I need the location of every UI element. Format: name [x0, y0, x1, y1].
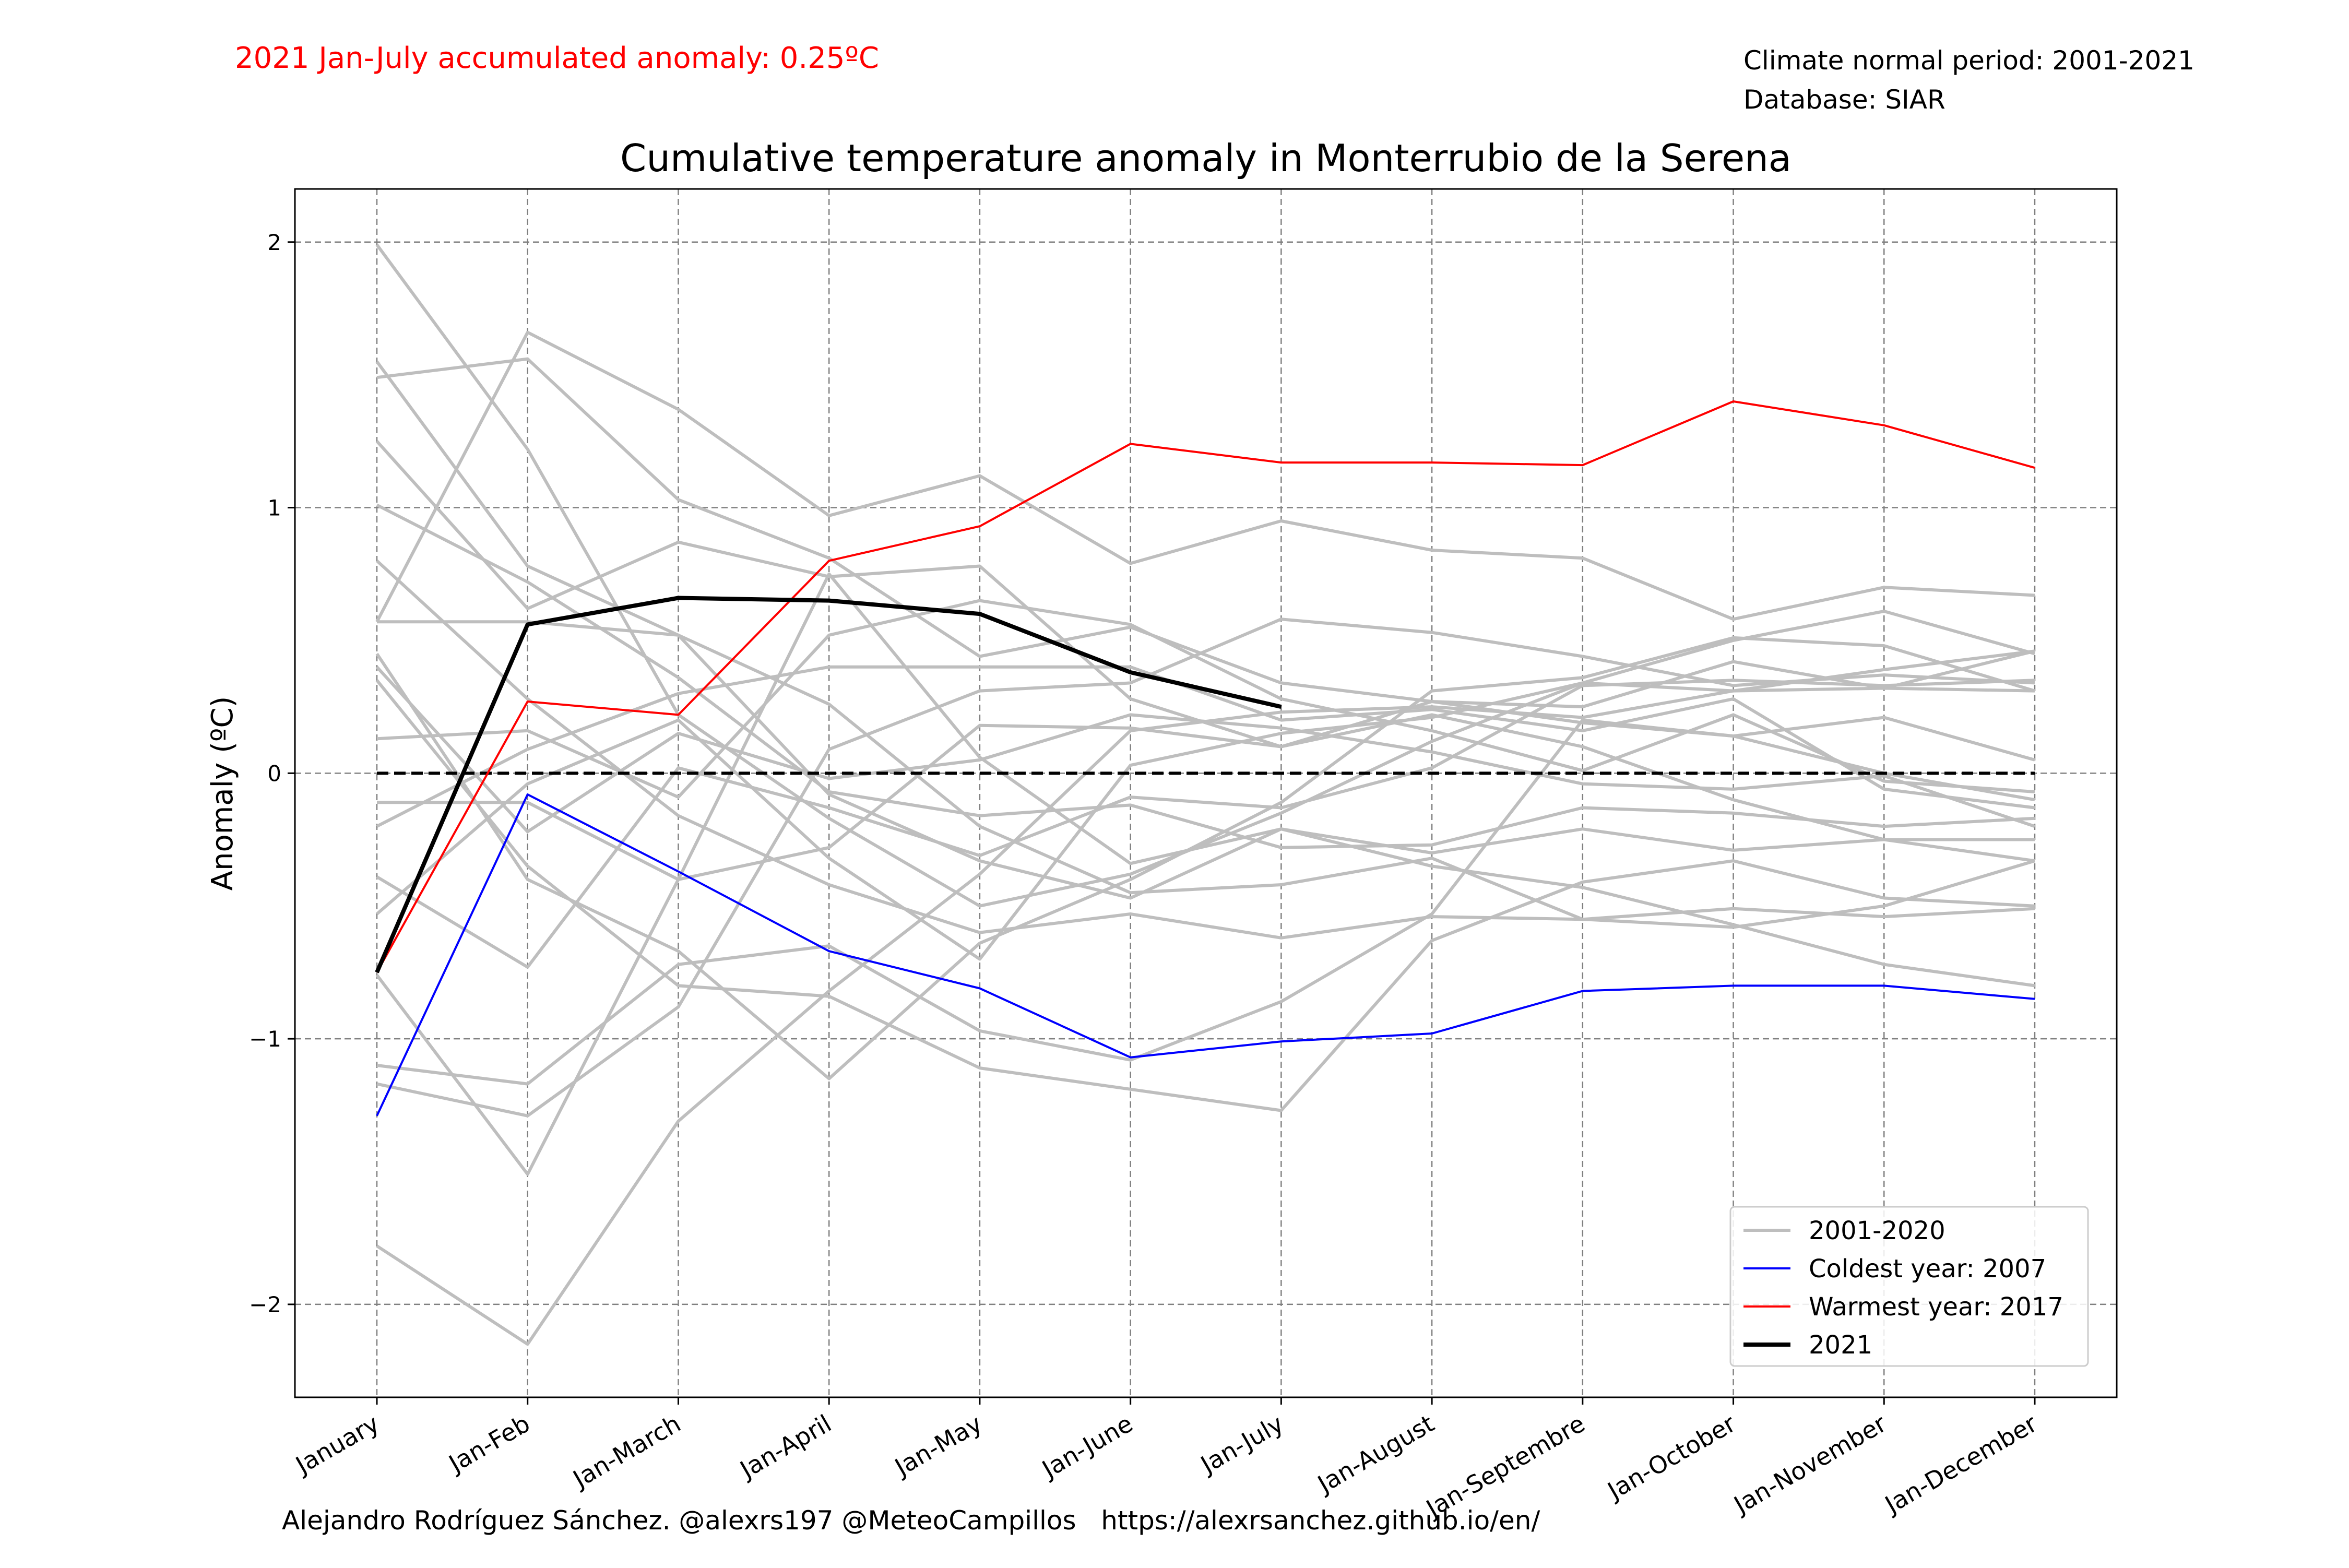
series-line-background-year [376, 357, 2035, 762]
y-tick-label: −1 [249, 1026, 281, 1052]
plot-frame [294, 188, 2118, 1398]
series-line-background-year [375, 572, 2035, 1176]
series-line-2021 [375, 596, 1282, 973]
series-line-background-year [376, 679, 2035, 969]
credit-text: Alejandro Rodríguez Sánchez. @alexrs197 … [282, 1505, 1540, 1536]
y-axis-label: Anomaly (ºC) [206, 696, 240, 891]
series-line-background-year [375, 560, 2035, 940]
series-line-background-year [376, 617, 2035, 1118]
series-line-background-year [377, 713, 2035, 881]
accumulated-anomaly-text: 2021 Jan-July accumulated anomaly: 0.25º… [235, 41, 879, 75]
legend: 2001-2020 Coldest year: 2007 Warmest year:… [1729, 1206, 2089, 1367]
series-line-background-year [376, 503, 2035, 849]
series-line-background-year [377, 620, 2035, 900]
series-line-background-year [375, 330, 2035, 623]
series-line-background-year [376, 718, 2035, 1086]
series-line-background-year [376, 665, 2035, 828]
series-line-background-year [375, 679, 2035, 1112]
y-tick-label: 1 [267, 495, 281, 521]
series-line-background-year [375, 360, 2035, 929]
series-line-background-year [376, 649, 2035, 961]
series-line-warmest-year [376, 400, 2035, 973]
y-tick-label: 2 [267, 230, 281, 255]
y-tick-label: 0 [267, 761, 281, 786]
legend-label: Coldest year: 2007 [1809, 1254, 2046, 1284]
normal-period-text: Climate normal period: 2001-2021 [1743, 45, 2194, 76]
chart-title: Cumulative temperature anomaly in Monter… [620, 136, 1792, 180]
y-tick-label: −2 [249, 1292, 281, 1317]
series-line-background-year [375, 636, 2035, 1080]
legend-label: 2021 [1809, 1331, 1872, 1360]
series-layer [375, 244, 2035, 1346]
legend-label: Warmest year: 2017 [1809, 1292, 2063, 1322]
series-line-background-year [375, 666, 2035, 834]
legend-box [1729, 1206, 2089, 1367]
series-line-background-year [376, 599, 2035, 799]
legend-label: 2001-2020 [1809, 1216, 1945, 1245]
database-text: Database: SIAR [1743, 85, 1945, 115]
series-line-background-year [375, 244, 2035, 908]
series-line-coldest-year [376, 793, 2035, 1116]
